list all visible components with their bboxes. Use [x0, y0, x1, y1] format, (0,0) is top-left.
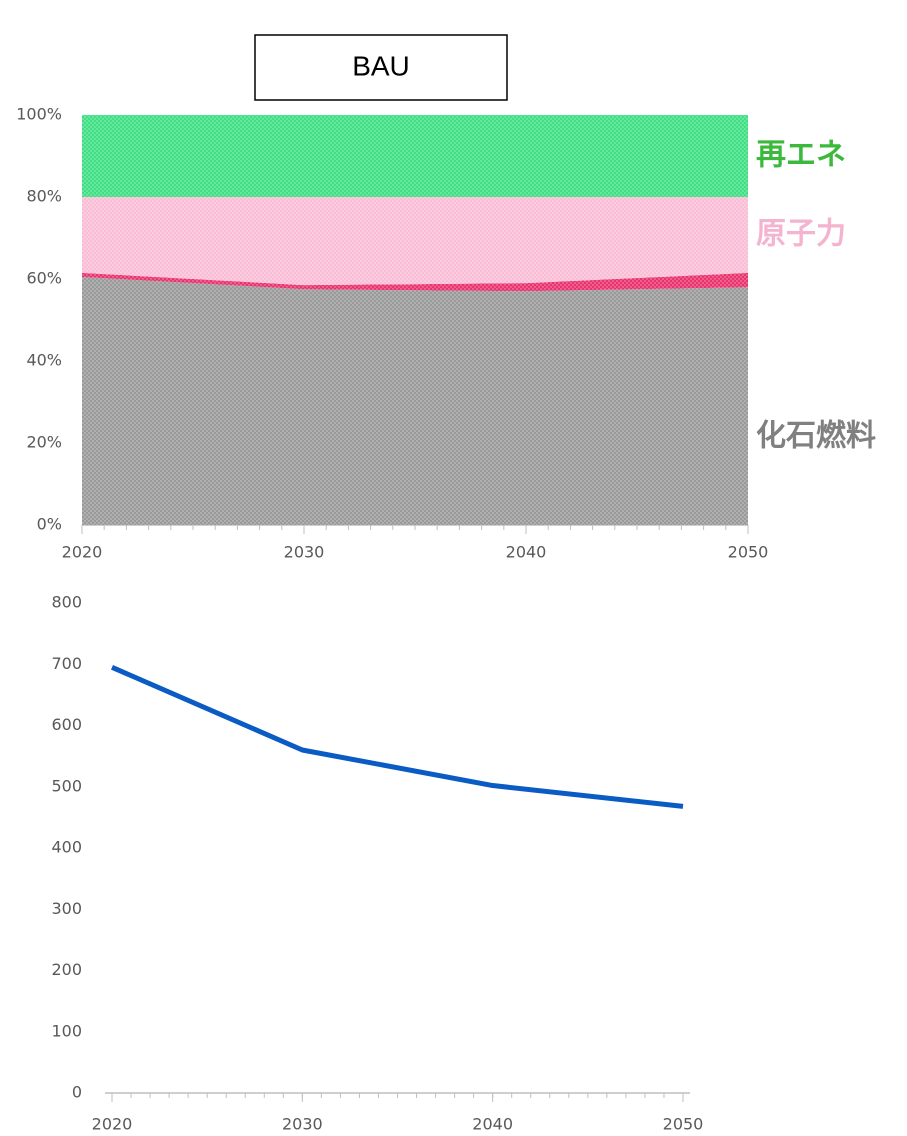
- x-tick-label: 2050: [728, 543, 769, 562]
- x-tick-label: 2040: [472, 1115, 513, 1134]
- area: [82, 272, 748, 292]
- y-tick-label: 0%: [37, 515, 62, 534]
- x-tick-label: 2040: [506, 543, 547, 562]
- x-tick-label: 2050: [663, 1115, 704, 1134]
- y-tick-label: 600: [51, 715, 82, 734]
- x-tick-label: 2030: [284, 543, 325, 562]
- y-tick-label: 200: [51, 960, 82, 979]
- chart-title: BAU: [352, 50, 410, 81]
- x-tick-label: 2030: [282, 1115, 323, 1134]
- area: [82, 115, 748, 197]
- series-label: 原子力: [756, 216, 846, 251]
- series-label: 再エネ: [756, 138, 846, 173]
- y-tick-label: 700: [51, 654, 82, 673]
- y-tick-label: 100: [51, 1021, 82, 1040]
- x-tick-label: 2020: [62, 543, 103, 562]
- y-tick-label: 400: [51, 838, 82, 857]
- y-tick-label: 60%: [26, 269, 62, 288]
- y-tick-label: 100%: [16, 105, 62, 124]
- y-tick-label: 0: [72, 1083, 82, 1102]
- x-tick-label: 2020: [92, 1115, 133, 1134]
- y-tick-label: 300: [51, 899, 82, 918]
- y-tick-label: 80%: [26, 187, 62, 206]
- y-tick-label: 800: [51, 593, 82, 612]
- area: [82, 197, 748, 286]
- y-tick-label: 500: [51, 776, 82, 795]
- area: [82, 276, 748, 525]
- y-tick-label: 20%: [26, 433, 62, 452]
- title-box: [254, 34, 508, 101]
- y-tick-label: 40%: [26, 351, 62, 370]
- line: [111, 665, 684, 809]
- series-label: 化石燃料: [756, 419, 876, 454]
